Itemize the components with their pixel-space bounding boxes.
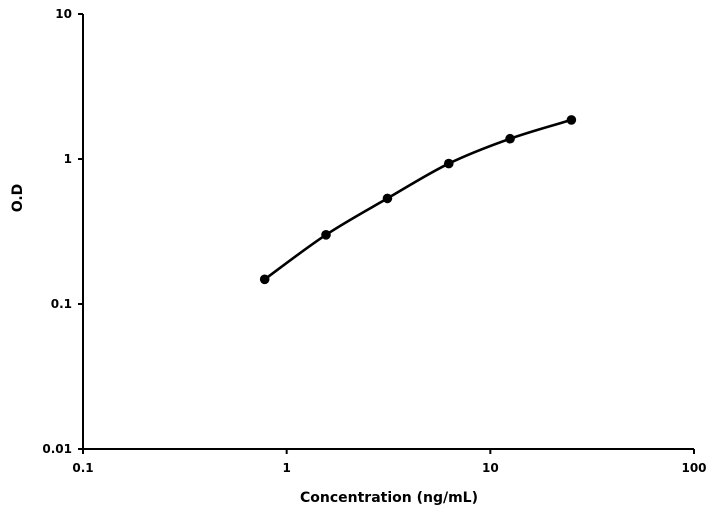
data-point xyxy=(321,230,331,240)
x-tick-label: 10 xyxy=(482,461,499,475)
y-ticks: 0.01 0.1 1 10 xyxy=(42,7,83,456)
x-tick-label: 100 xyxy=(681,461,706,475)
y-tick-label: 10 xyxy=(55,7,72,21)
series-line xyxy=(263,118,572,281)
y-axis-title: O.D xyxy=(10,184,26,213)
y-tick-label: 0.1 xyxy=(51,297,72,311)
x-ticks: 0.1 1 10 100 xyxy=(72,449,707,475)
y-tick-label: 0.01 xyxy=(42,442,72,456)
x-tick-label: 1 xyxy=(282,461,290,475)
x-axis-title: Concentration (ng/mL) xyxy=(300,490,478,506)
data-point xyxy=(443,158,454,169)
data-point xyxy=(382,193,393,204)
x-tick-label: 0.1 xyxy=(72,461,93,475)
data-point xyxy=(566,115,577,125)
data-point xyxy=(505,133,515,144)
y-tick-label: 1 xyxy=(64,152,72,166)
data-point xyxy=(259,274,270,285)
data-points xyxy=(259,115,577,285)
